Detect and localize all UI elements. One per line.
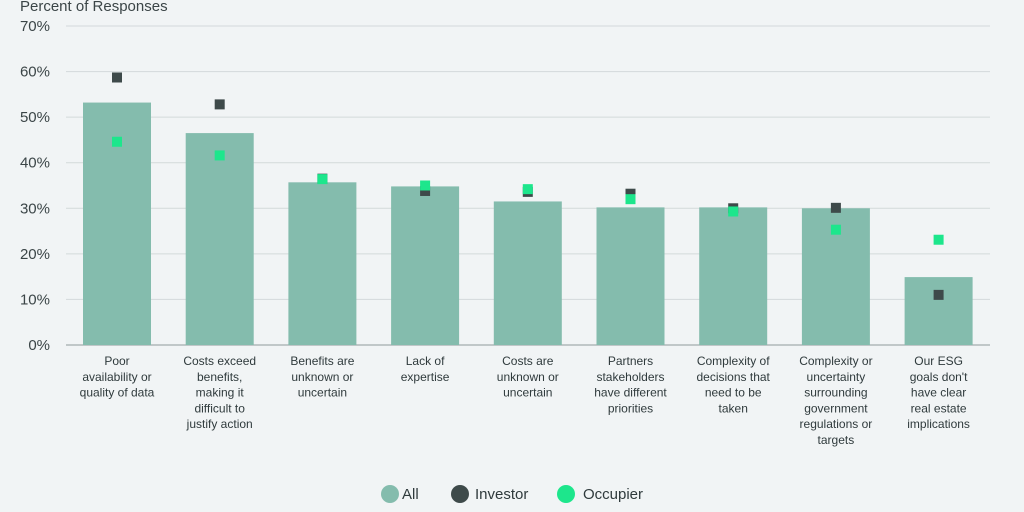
x-category-label: goals don't <box>910 370 968 384</box>
bar-all <box>185 133 254 345</box>
x-category-label: making it <box>196 386 245 400</box>
legend-label-occupier: Occupier <box>583 486 643 503</box>
marker-investor <box>830 202 841 213</box>
marker-occupier <box>728 206 739 217</box>
marker-investor <box>214 99 225 110</box>
x-category-label: Poor <box>104 354 129 368</box>
marker-occupier <box>830 224 841 235</box>
x-category-label: uncertain <box>503 386 552 400</box>
x-category-label: uncertainty <box>807 370 866 384</box>
x-category-label: justify action <box>186 417 253 431</box>
marker-occupier <box>420 180 431 191</box>
bars-all <box>83 102 973 345</box>
x-axis-labels: Poor availability or quality of data Costs … <box>80 354 970 447</box>
marker-occupier <box>933 234 944 245</box>
x-category-label: unknown or <box>291 370 353 384</box>
x-category-label: have clear <box>911 386 966 400</box>
x-category-label: need to be <box>705 386 762 400</box>
y-tick-label: 40% <box>20 155 50 172</box>
legend-swatch-investor <box>451 485 469 503</box>
marker-occupier <box>317 174 328 185</box>
x-category-label: priorities <box>608 401 653 415</box>
y-tick-label: 10% <box>20 291 50 308</box>
x-category-label: implications <box>907 417 970 431</box>
y-tick-label: 20% <box>20 246 50 263</box>
x-category-label: targets <box>818 433 855 447</box>
legend-swatch-all <box>381 485 399 503</box>
marker-occupier <box>522 184 533 195</box>
y-tick-label: 50% <box>20 109 50 126</box>
y-axis-ticks: 0% 10% 20% 30% 40% 50% 60% 70% <box>20 18 50 354</box>
y-tick-label: 0% <box>28 337 50 354</box>
x-category-label: government <box>804 401 868 415</box>
x-category-label: Benefits are <box>290 354 354 368</box>
x-category-label: taken <box>719 401 748 415</box>
x-category-label: Complexity of <box>697 354 770 368</box>
marker-occupier <box>112 136 122 147</box>
y-tick-label: 30% <box>20 200 50 217</box>
marker-investor <box>933 289 944 300</box>
y-axis-title: Percent of Responses <box>20 0 168 15</box>
x-category-label: difficult to <box>194 401 245 415</box>
legend-swatch-occupier <box>557 485 575 503</box>
x-category-label: benefits, <box>197 370 242 384</box>
x-category-label: uncertain <box>298 386 347 400</box>
x-category-label: availability or <box>82 370 151 384</box>
x-category-label: have different <box>594 386 667 400</box>
bar-all <box>391 186 460 345</box>
marker-occupier <box>625 194 636 205</box>
series-markers <box>112 72 944 300</box>
marker-investor <box>625 188 636 199</box>
marker-investor <box>112 72 122 83</box>
x-category-label: stakeholders <box>596 370 664 384</box>
x-category-label: unknown or <box>497 370 559 384</box>
bar-all <box>699 207 768 345</box>
x-category-label: surrounding <box>804 386 867 400</box>
x-category-label: expertise <box>401 370 450 384</box>
x-category-label: Costs are <box>502 354 554 368</box>
marker-investor <box>420 185 431 196</box>
bar-all <box>288 182 357 345</box>
x-category-label: Lack of <box>406 354 445 368</box>
x-category-label: regulations or <box>800 417 873 431</box>
x-category-label: Our ESG <box>914 354 963 368</box>
bar-all <box>904 277 973 345</box>
x-category-label: real estate <box>911 401 967 415</box>
legend: All Investor Occupier <box>381 485 643 503</box>
x-category-label: Costs exceed <box>183 354 256 368</box>
y-tick-label: 70% <box>20 18 50 35</box>
bar-all <box>493 201 562 345</box>
legend-label-all: All <box>402 486 419 503</box>
x-category-label: quality of data <box>80 386 155 400</box>
y-tick-label: 60% <box>20 64 50 81</box>
x-category-label: decisions that <box>697 370 771 384</box>
x-category-label: Partners <box>608 354 653 368</box>
legend-label-investor: Investor <box>475 486 528 503</box>
x-category-label: Complexity or <box>799 354 872 368</box>
bar-all <box>596 207 665 345</box>
marker-occupier <box>214 150 225 161</box>
